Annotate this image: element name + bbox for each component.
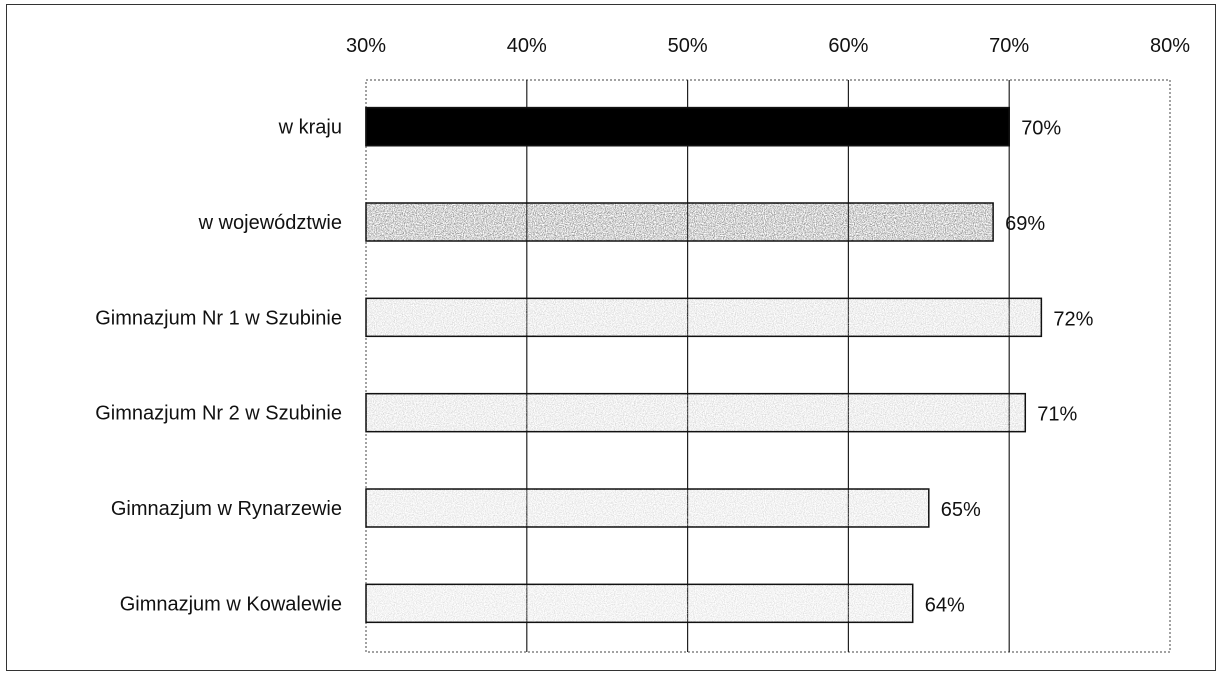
category-label: Gimnazjum Nr 1 w Szubinie <box>95 307 342 329</box>
bar <box>365 297 1043 338</box>
bar <box>365 202 994 242</box>
category-label: w województwie <box>198 212 342 234</box>
category-label: Gimnazjum w Rynarzewie <box>111 498 342 520</box>
x-tick-label: 70% <box>989 35 1029 57</box>
bar <box>365 392 1027 433</box>
x-tick-label: 50% <box>668 35 708 57</box>
category-label: Gimnazjum Nr 2 w Szubinie <box>95 403 342 425</box>
category-label: w kraju <box>278 117 342 139</box>
x-tick-label: 60% <box>828 35 868 57</box>
x-tick-label: 30% <box>346 35 386 57</box>
data-label: 69% <box>1005 213 1045 235</box>
data-label: 65% <box>941 499 981 521</box>
bar-outline <box>365 488 930 528</box>
bar-outline <box>365 297 1043 338</box>
x-tick-label: 80% <box>1150 35 1190 57</box>
data-label: 71% <box>1037 404 1077 426</box>
bar <box>365 583 914 624</box>
plot-area <box>365 79 1171 653</box>
x-tick-label: 40% <box>507 35 547 57</box>
bar-outline <box>365 392 1027 433</box>
bar <box>365 488 930 528</box>
bar <box>365 106 1010 147</box>
data-label: 64% <box>925 594 965 616</box>
category-label: Gimnazjum w Kowalewie <box>120 593 342 615</box>
data-label: 70% <box>1021 118 1061 140</box>
bar-outline <box>365 583 914 624</box>
data-label: 72% <box>1053 308 1093 330</box>
bar-outline <box>365 202 994 242</box>
bar-outline <box>365 106 1010 147</box>
